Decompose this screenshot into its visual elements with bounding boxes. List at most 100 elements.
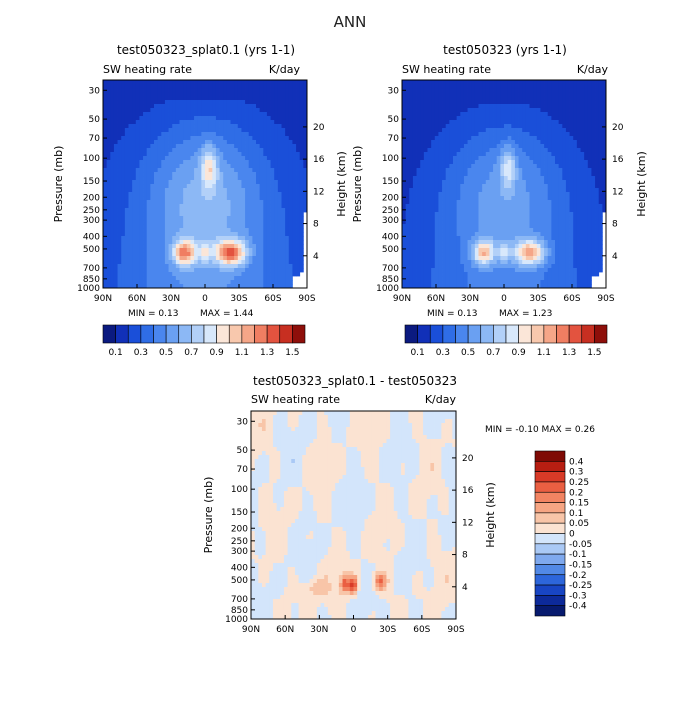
field-cell xyxy=(402,196,406,200)
field-cell xyxy=(238,236,242,240)
field-cell xyxy=(457,100,461,104)
field-cell xyxy=(132,260,136,264)
field-cell xyxy=(460,180,464,184)
field-cell xyxy=(176,180,180,184)
field-cell xyxy=(263,276,267,280)
field-cell xyxy=(249,116,253,120)
field-cell xyxy=(296,100,300,104)
field-cell xyxy=(522,88,526,92)
field-cell xyxy=(438,120,442,124)
field-cell xyxy=(187,80,191,84)
field-cell xyxy=(282,260,286,264)
field-cell xyxy=(595,120,599,124)
field-cell xyxy=(172,280,176,284)
field-cell xyxy=(508,208,512,212)
field-cell xyxy=(241,88,245,92)
field-cell xyxy=(172,240,176,244)
field-cell xyxy=(121,188,125,192)
field-cell xyxy=(209,252,213,256)
field-cell xyxy=(161,264,165,268)
field-cell xyxy=(438,176,442,180)
field-cell xyxy=(180,136,184,140)
field-cell xyxy=(577,160,581,164)
field-cell xyxy=(446,164,450,168)
field-cell xyxy=(249,112,253,116)
field-cell xyxy=(457,152,461,156)
field-cell xyxy=(544,88,548,92)
field-cell xyxy=(136,104,140,108)
field-cell xyxy=(121,272,125,276)
field-cell xyxy=(231,108,235,112)
field-cell xyxy=(500,192,504,196)
field-cell xyxy=(573,128,577,132)
field-cell xyxy=(216,120,220,124)
field-cell xyxy=(212,248,216,252)
field-cell xyxy=(413,80,417,84)
field-cell xyxy=(526,108,530,112)
field-cell xyxy=(216,192,220,196)
field-cell xyxy=(457,184,461,188)
field-cell xyxy=(460,100,464,104)
field-cell xyxy=(136,256,140,260)
field-cell xyxy=(519,168,523,172)
field-cell xyxy=(468,132,472,136)
field-cell xyxy=(165,152,169,156)
field-cell xyxy=(260,92,264,96)
field-cell xyxy=(263,116,267,120)
field-cell xyxy=(158,92,162,96)
field-cell xyxy=(449,140,453,144)
field-cell xyxy=(282,128,286,132)
field-cell xyxy=(289,212,293,216)
field-cell xyxy=(285,208,289,212)
field-cell xyxy=(526,144,530,148)
field-cell xyxy=(420,108,424,112)
field-cell xyxy=(537,200,541,204)
field-cell xyxy=(555,144,559,148)
field-cell xyxy=(176,160,180,164)
field-cell xyxy=(176,184,180,188)
field-cell xyxy=(223,216,227,220)
field-cell xyxy=(468,84,472,88)
field-cell xyxy=(114,252,118,256)
field-cell xyxy=(187,132,191,136)
field-cell xyxy=(504,108,508,112)
field-cell xyxy=(271,172,275,176)
field-cell xyxy=(231,204,235,208)
field-cell xyxy=(274,244,278,248)
field-cell xyxy=(435,84,439,88)
field-cell xyxy=(438,112,442,116)
field-cell xyxy=(271,272,275,276)
field-cell xyxy=(209,240,213,244)
field-cell xyxy=(551,116,555,120)
field-cell xyxy=(209,236,213,240)
field-cell xyxy=(165,116,169,120)
field-cell xyxy=(212,268,216,272)
field-cell xyxy=(417,84,421,88)
field-cell xyxy=(172,180,176,184)
field-cell xyxy=(227,88,231,92)
field-cell xyxy=(562,148,566,152)
field-cell xyxy=(282,88,286,92)
field-cell xyxy=(180,80,184,84)
field-cell xyxy=(132,108,136,112)
field-cell xyxy=(475,204,479,208)
field-cell xyxy=(548,112,552,116)
field-cell xyxy=(125,204,129,208)
field-cell xyxy=(150,148,154,152)
field-cell xyxy=(446,132,450,136)
field-cell xyxy=(161,232,165,236)
field-cell xyxy=(110,156,114,160)
field-cell xyxy=(187,144,191,148)
field-cell xyxy=(150,152,154,156)
field-cell xyxy=(256,188,260,192)
field-cell xyxy=(522,152,526,156)
field-cell xyxy=(581,200,585,204)
field-cell xyxy=(409,104,413,108)
field-cell xyxy=(504,104,508,108)
field-cell xyxy=(570,188,574,192)
field-cell xyxy=(165,180,169,184)
field-cell xyxy=(588,172,592,176)
field-cell xyxy=(165,256,169,260)
field-cell xyxy=(489,212,493,216)
field-cell xyxy=(522,132,526,136)
